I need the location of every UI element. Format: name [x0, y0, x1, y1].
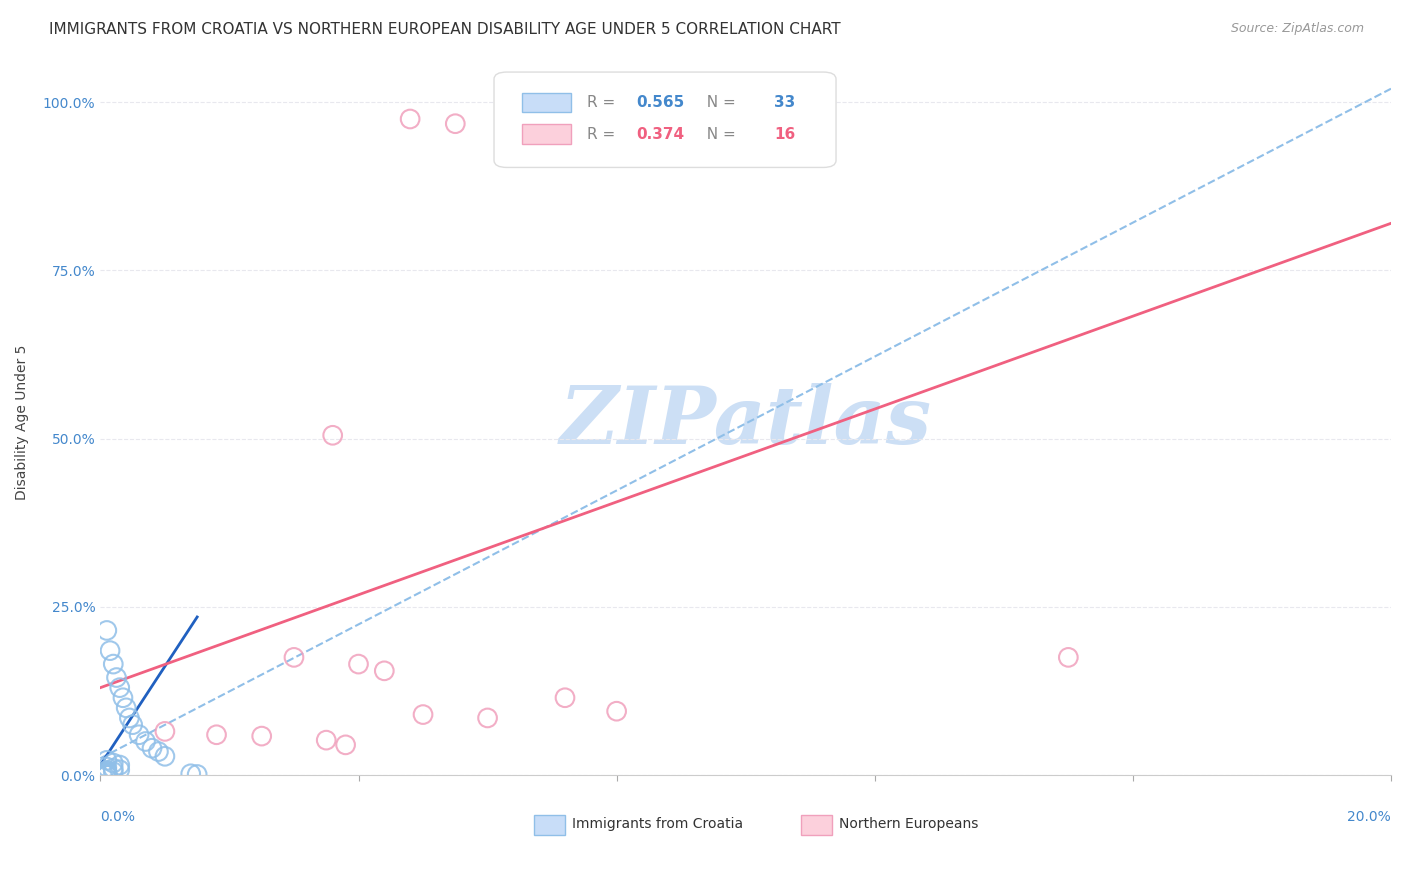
- Point: [554, 690, 576, 705]
- Point: [96, 766, 118, 780]
- Point: [96, 624, 118, 638]
- Point: [477, 711, 499, 725]
- Point: [103, 756, 125, 770]
- Point: [96, 768, 118, 782]
- Point: [108, 681, 131, 695]
- Text: N =: N =: [696, 95, 741, 110]
- Point: [153, 749, 176, 764]
- Point: [98, 643, 121, 657]
- Point: [250, 729, 273, 743]
- Text: Immigrants from Croatia: Immigrants from Croatia: [572, 817, 744, 831]
- Text: IMMIGRANTS FROM CROATIA VS NORTHERN EUROPEAN DISABILITY AGE UNDER 5 CORRELATION : IMMIGRANTS FROM CROATIA VS NORTHERN EURO…: [49, 22, 841, 37]
- Text: 0.374: 0.374: [636, 127, 685, 142]
- Point: [103, 761, 125, 775]
- Point: [96, 760, 118, 774]
- Text: 20.0%: 20.0%: [1347, 811, 1391, 824]
- Point: [96, 767, 118, 781]
- Point: [96, 764, 118, 778]
- Point: [135, 734, 157, 748]
- Point: [373, 664, 395, 678]
- Text: 33: 33: [775, 95, 796, 110]
- FancyBboxPatch shape: [523, 124, 571, 145]
- Point: [103, 657, 125, 672]
- Point: [180, 766, 202, 780]
- Text: Northern Europeans: Northern Europeans: [839, 817, 979, 831]
- FancyBboxPatch shape: [523, 93, 571, 112]
- Text: R =: R =: [586, 127, 620, 142]
- Point: [111, 690, 134, 705]
- Point: [96, 768, 118, 782]
- Point: [153, 724, 176, 739]
- Point: [96, 764, 118, 778]
- Text: 0.0%: 0.0%: [100, 811, 135, 824]
- Text: 16: 16: [775, 127, 796, 142]
- Point: [315, 733, 337, 747]
- Text: N =: N =: [696, 127, 741, 142]
- Point: [118, 711, 141, 725]
- Point: [322, 428, 344, 442]
- Point: [96, 767, 118, 781]
- Point: [121, 717, 143, 731]
- Point: [148, 745, 170, 759]
- Point: [1057, 650, 1080, 665]
- Text: Source: ZipAtlas.com: Source: ZipAtlas.com: [1230, 22, 1364, 36]
- Text: R =: R =: [586, 95, 620, 110]
- Point: [283, 650, 305, 665]
- Point: [335, 738, 357, 752]
- FancyBboxPatch shape: [494, 72, 837, 168]
- Point: [205, 728, 228, 742]
- Point: [115, 701, 138, 715]
- Y-axis label: Disability Age Under 5: Disability Age Under 5: [15, 344, 30, 500]
- Point: [606, 704, 628, 718]
- Point: [141, 741, 163, 756]
- Point: [96, 766, 118, 780]
- Point: [105, 671, 128, 685]
- Point: [412, 707, 434, 722]
- Point: [347, 657, 370, 672]
- Point: [103, 764, 125, 779]
- Point: [96, 767, 118, 781]
- Point: [186, 767, 208, 781]
- Point: [108, 758, 131, 772]
- Point: [399, 112, 422, 126]
- Point: [96, 753, 118, 767]
- Point: [128, 728, 150, 742]
- Point: [444, 117, 467, 131]
- Text: 0.565: 0.565: [636, 95, 685, 110]
- Point: [96, 765, 118, 780]
- Point: [108, 763, 131, 777]
- Text: ZIPatlas: ZIPatlas: [560, 383, 932, 460]
